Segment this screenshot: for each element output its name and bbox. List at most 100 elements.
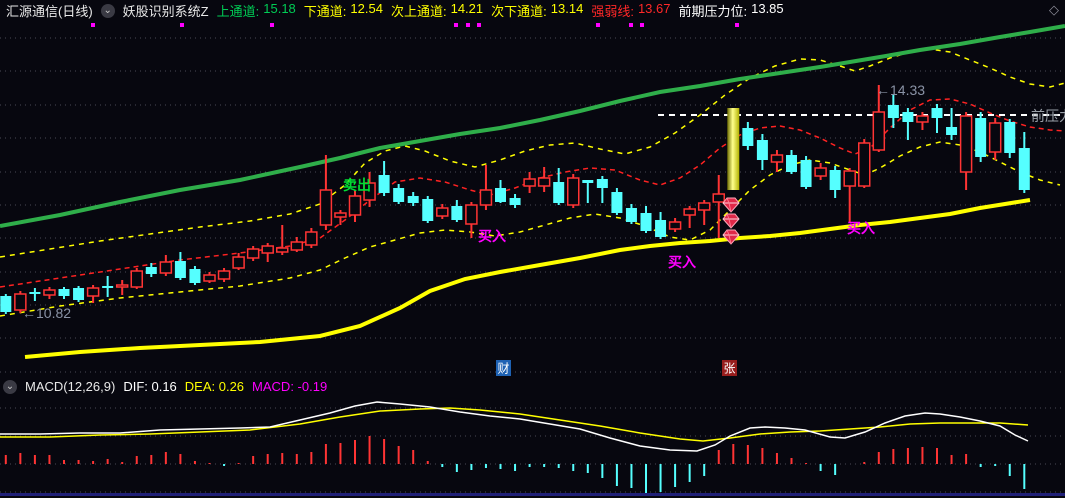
candle xyxy=(655,220,667,237)
candle xyxy=(916,115,929,123)
indicator-header-bar: 汇源通信(日线) ⌄ 妖股识别系统Z 上通道: 15.18 下通道: 12.54… xyxy=(0,0,1065,21)
candle xyxy=(73,288,85,300)
indicator-value: 15.18 xyxy=(263,1,296,16)
chart-annotation: 卖出 xyxy=(343,177,371,193)
candle xyxy=(800,160,812,187)
signal-dot xyxy=(270,23,274,27)
chevron-down-circle-icon[interactable]: ⌄ xyxy=(3,379,17,394)
candle xyxy=(58,289,70,296)
candle xyxy=(582,180,594,183)
candle xyxy=(393,188,405,202)
gold-signal-bar xyxy=(727,108,740,190)
candle xyxy=(451,206,463,220)
candle xyxy=(334,212,347,218)
candle xyxy=(348,195,362,216)
candle xyxy=(159,261,173,274)
day-marker-text: 张 xyxy=(723,362,735,376)
macd-macd-value: MACD: -0.19 xyxy=(252,379,328,394)
candle xyxy=(319,189,333,226)
candle xyxy=(102,286,114,288)
candle xyxy=(975,118,987,157)
candle xyxy=(988,122,1002,153)
candle xyxy=(668,221,682,230)
candle xyxy=(43,289,56,296)
indicator-prior-resistance: 前期压力位: 13.85 xyxy=(678,1,783,20)
candle xyxy=(495,188,506,202)
indicator-strength-line: 强弱线: 13.67 xyxy=(591,1,670,20)
candle xyxy=(756,140,768,160)
candle xyxy=(553,182,565,203)
candle xyxy=(814,167,827,177)
candle xyxy=(640,213,652,231)
candle xyxy=(596,179,608,188)
chart-annotation: 前压力位 xyxy=(1031,108,1065,124)
candle xyxy=(86,287,100,297)
candle xyxy=(305,231,318,246)
chevron-down-circle-icon[interactable]: ⌄ xyxy=(100,3,115,18)
diamond-gem-icon xyxy=(722,213,740,229)
diamond-gem-icon xyxy=(722,229,740,245)
candle xyxy=(465,204,478,225)
candle xyxy=(712,193,725,203)
candle xyxy=(479,189,493,206)
dea-line xyxy=(0,407,1029,442)
indicator-label: 强弱线: xyxy=(591,4,634,19)
candle xyxy=(232,256,245,269)
candle xyxy=(130,270,143,288)
indicator-system-name: 妖股识别系统Z xyxy=(122,4,209,19)
candle xyxy=(843,170,856,187)
indicator-value: 13.14 xyxy=(550,1,584,16)
indicator-label: 上通道: xyxy=(216,4,260,19)
bottom-frame-line xyxy=(0,493,1065,496)
candle xyxy=(407,196,419,203)
candle xyxy=(1004,122,1016,153)
chart-annotation: 买入 xyxy=(668,254,696,270)
indicator-label: 次下通道: xyxy=(491,4,547,19)
diamond-corner-icon[interactable]: ◇ xyxy=(1049,2,1059,17)
candle xyxy=(217,270,231,280)
sub-lower-channel-line xyxy=(0,141,1061,317)
signal-dot xyxy=(91,23,95,27)
signal-dot xyxy=(629,23,633,27)
day-marker-box xyxy=(496,360,511,376)
indicator-label: 下通道: xyxy=(303,4,347,19)
candle xyxy=(1018,148,1030,190)
candle xyxy=(931,108,943,118)
diamond-gem-icon xyxy=(722,197,740,213)
candle xyxy=(611,192,623,213)
upper-channel-line xyxy=(0,24,1065,228)
indicator-value: 13.67 xyxy=(637,1,671,16)
candle xyxy=(959,115,973,173)
chart-annotation: ←14.33 xyxy=(876,82,925,98)
indicator-upper-channel: 上通道: 15.18 xyxy=(217,1,296,20)
chart-annotation: 买入 xyxy=(478,228,506,244)
candle xyxy=(174,261,186,278)
indicator-label: 前期压力位: xyxy=(678,4,748,19)
indicator-value: 13.85 xyxy=(751,1,784,16)
candle xyxy=(697,202,711,211)
indicator-value: 14.21 xyxy=(450,1,484,16)
candle xyxy=(683,208,696,216)
candle xyxy=(946,127,958,135)
signal-dot xyxy=(466,23,470,27)
candle xyxy=(276,247,289,253)
candle xyxy=(14,293,27,311)
candle xyxy=(246,248,260,259)
candle xyxy=(887,105,899,118)
candle xyxy=(189,269,201,283)
dif-line xyxy=(0,401,1029,452)
signal-dot xyxy=(596,23,600,27)
chart-annotation: 买入 xyxy=(847,220,875,236)
candle xyxy=(422,199,434,221)
macd-dif-value: DIF: 0.16 xyxy=(123,379,177,394)
day-marker-text: 财 xyxy=(497,362,509,376)
candle xyxy=(115,284,129,288)
stock-title: 汇源通信(日线) xyxy=(6,4,93,19)
chart-annotation: ←10.82 xyxy=(22,305,71,321)
candle xyxy=(770,154,784,163)
sub-upper-channel-line xyxy=(0,48,1065,258)
macd-header-bar: ⌄ MACD(12,26,9) DIF: 0.16 DEA: 0.26 MACD… xyxy=(0,378,1065,395)
candle xyxy=(378,175,390,193)
